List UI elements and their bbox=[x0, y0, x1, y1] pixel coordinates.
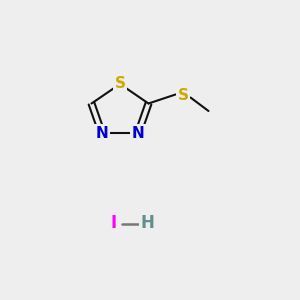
Text: S: S bbox=[178, 88, 188, 104]
Text: N: N bbox=[132, 126, 144, 141]
Text: N: N bbox=[96, 126, 108, 141]
Text: H: H bbox=[140, 214, 154, 232]
Text: I: I bbox=[111, 214, 117, 232]
Text: S: S bbox=[115, 76, 125, 92]
